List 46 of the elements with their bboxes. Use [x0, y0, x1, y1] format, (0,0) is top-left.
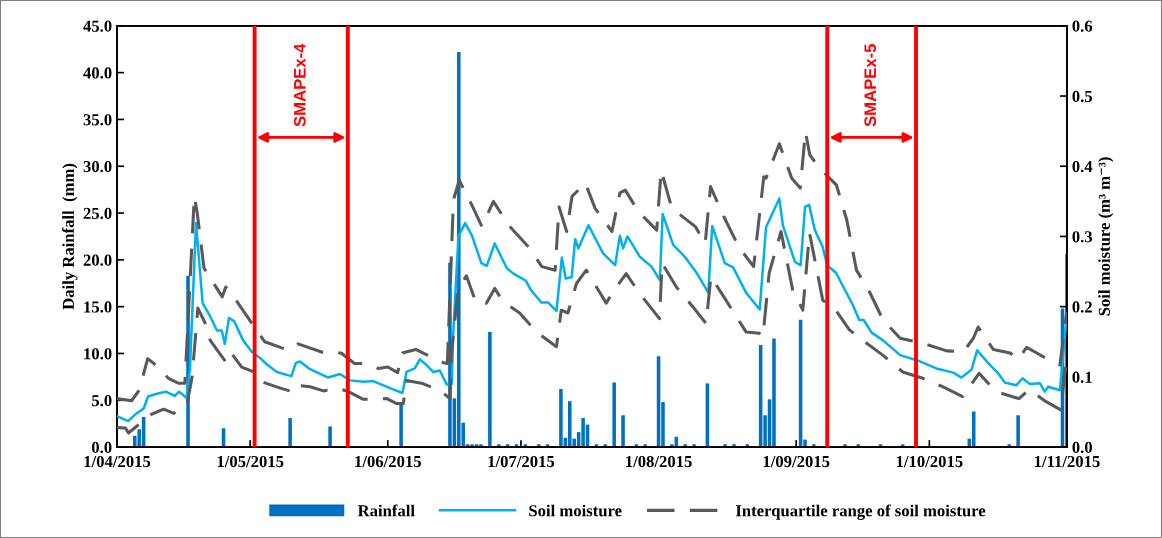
x-tick-label: 1/10/2015	[896, 455, 963, 468]
bar	[328, 426, 332, 448]
x-tick-label: 1/07/2015	[488, 455, 555, 468]
x-tick-label: 1/05/2015	[217, 455, 284, 468]
y-tick-label: 15.0	[84, 301, 112, 313]
bar	[457, 52, 461, 448]
y2-tick-label: 0.2	[1072, 301, 1092, 313]
x-tick-label: 1/11/2015	[1034, 455, 1100, 468]
annotation: SMAPEx-4	[293, 43, 306, 127]
legend-label: Soil moisture	[529, 504, 622, 517]
y-tick-label: 45.0	[83, 20, 112, 32]
y-tick-label: 35.0	[83, 114, 112, 126]
y2-tick-label: 0.4	[1072, 160, 1093, 173]
line-series	[117, 197, 1067, 423]
y2-tick-label: 0.1	[1072, 371, 1092, 383]
bar	[971, 411, 976, 448]
y-tick-label: 5.0	[91, 394, 112, 407]
bar	[772, 338, 776, 448]
bar	[1016, 415, 1020, 448]
legend-label: Rainfall	[357, 504, 415, 517]
bar	[568, 401, 572, 448]
x-tick-label: 1/09/2015	[763, 455, 830, 468]
y2-tick-label: 0.6	[1072, 20, 1093, 32]
x-tick-label: 1/04/2015	[84, 455, 151, 468]
x-tick-label: 1/06/2015	[355, 455, 421, 468]
y-tick-label: 25.0	[83, 207, 112, 220]
y-tick-label: 10.0	[84, 348, 112, 360]
bar	[399, 403, 403, 448]
y-tick-label: 0.0	[91, 441, 112, 454]
bar	[581, 418, 585, 448]
bar	[559, 389, 563, 448]
y-axis-title: Daily Rainfall (mm)	[62, 163, 78, 310]
bar	[288, 418, 292, 448]
y2-tick-label: 0.0	[1072, 441, 1093, 454]
bar	[621, 415, 625, 448]
annotation: SMAPEx-5	[864, 44, 877, 127]
y-tick-label: 40.0	[83, 67, 112, 79]
y2-tick-label: 0.5	[1072, 90, 1093, 103]
y-tick-label: 30.0	[83, 160, 112, 173]
legend-label: Interquartile range of soil moisture	[735, 504, 986, 520]
y-tick-label: 20.0	[83, 254, 112, 266]
x-tick-label: 1/08/2015	[626, 455, 692, 468]
bar	[488, 331, 492, 448]
y2-tick-label: 0.3	[1072, 231, 1093, 243]
bar	[612, 382, 616, 448]
y2-axis-title: Soil moisture (m³ m⁻³)	[1098, 157, 1114, 316]
